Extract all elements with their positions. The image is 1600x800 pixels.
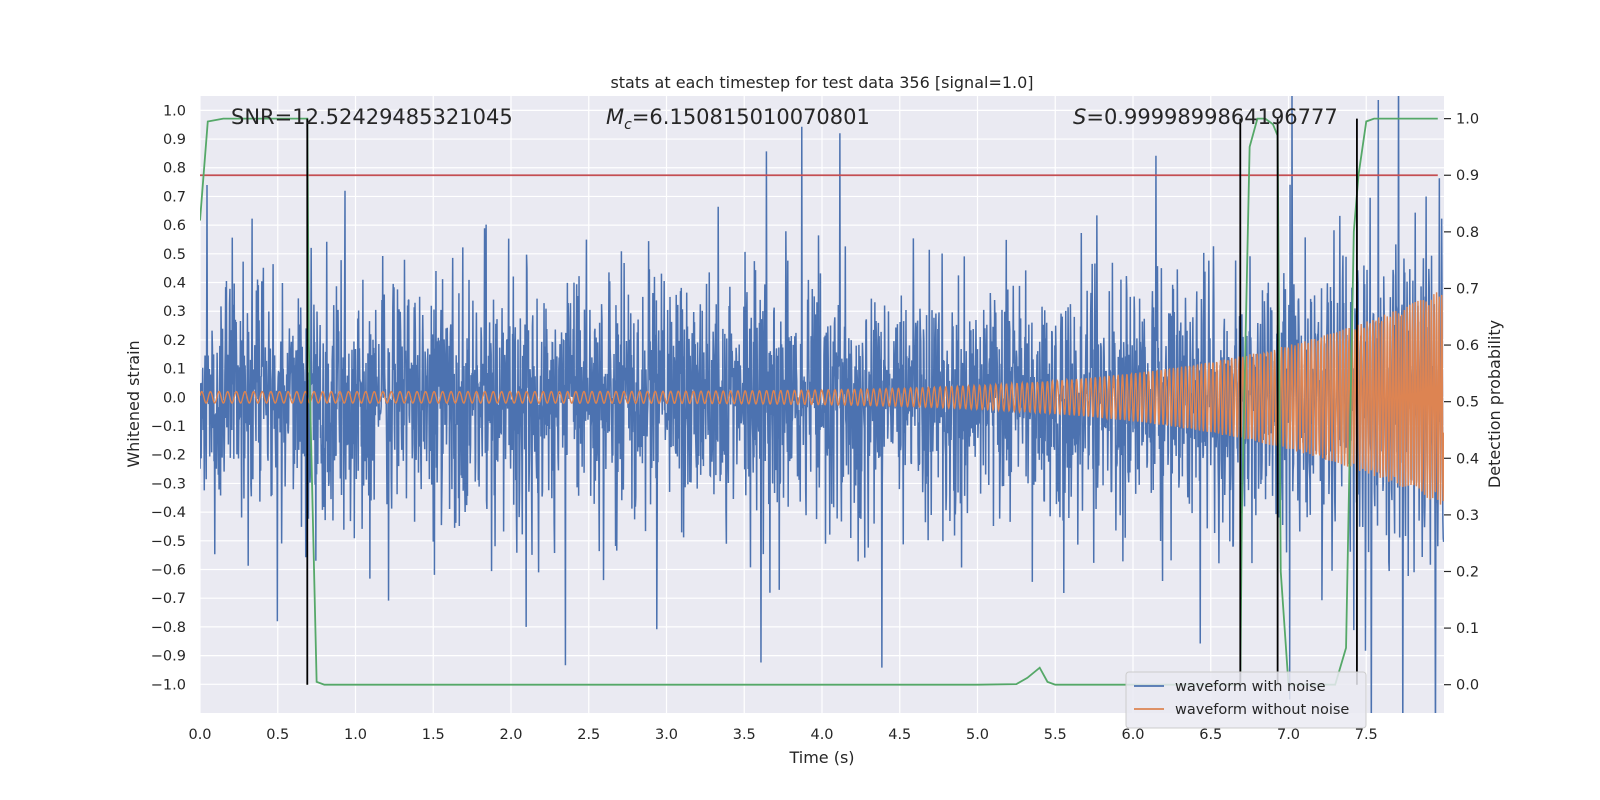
- series-waveform-with-noise: [200, 96, 1444, 713]
- y-right-tick-label: 0.8: [1456, 225, 1479, 241]
- x-tick-label: 4.5: [888, 727, 911, 743]
- legend: waveform with noise waveform without noi…: [1125, 671, 1367, 729]
- y-left-tick-label: 0.1: [163, 362, 186, 378]
- y-left-tick-label: 0.0: [163, 390, 186, 406]
- x-tick-label: 1.0: [344, 727, 367, 743]
- y-right-tick-label: 0.3: [1456, 508, 1479, 524]
- y-left-tick-label: −0.4: [151, 505, 186, 521]
- y-left-tick-label: 0.4: [163, 276, 186, 292]
- y-left-axis-ticks: 1.0 0.9 0.8 0.7 0.6 0.5 0.4 0.3 0.2 0.1 0.0 −0.1 −0.…: [151, 103, 186, 693]
- y-left-tick-label: −0.2: [151, 448, 186, 464]
- y-left-tick-label: 0.6: [163, 218, 186, 234]
- x-tick-label: 1.5: [422, 727, 445, 743]
- detection-vertical-lines: [306, 118, 1358, 685]
- y-right-tick-label: 0.1: [1456, 621, 1479, 637]
- x-tick-label: 2.5: [577, 727, 600, 743]
- annotation-chirp-mass: Mc=6.150815010070801: [606, 105, 870, 133]
- x-tick-label: 5.5: [1044, 727, 1067, 743]
- y-left-tick-label: −0.8: [151, 620, 186, 636]
- y-right-tick-label: 0.2: [1456, 564, 1479, 580]
- y-right-tick-label: 0.6: [1456, 338, 1479, 354]
- y-left-tick-label: −0.3: [151, 476, 186, 492]
- y-left-tick-label: 0.8: [163, 161, 186, 177]
- y-left-tick-label: 1.0: [163, 103, 186, 119]
- legend-label-clean: waveform without noise: [1175, 702, 1349, 718]
- y-left-tick-label: 0.2: [163, 333, 186, 349]
- series-waveform-without-noise: [200, 292, 1444, 505]
- x-tick-label: 7.5: [1355, 727, 1378, 743]
- y-left-tick-label: −0.1: [151, 419, 186, 435]
- y-left-tick-label: −0.5: [151, 534, 186, 550]
- y-left-tick-label: −1.0: [151, 677, 186, 693]
- chart-title: stats at each timestep for test data 356…: [610, 73, 1033, 92]
- x-tick-label: 2.0: [499, 727, 522, 743]
- y-left-axis-label: Whitened strain: [124, 340, 143, 467]
- y-right-tick-label: 0.5: [1456, 395, 1479, 411]
- x-tick-label: 4.0: [810, 727, 833, 743]
- x-tick-label: 0.5: [266, 727, 289, 743]
- x-tick-label: 7.0: [1277, 727, 1300, 743]
- y-left-tick-label: −0.7: [151, 591, 186, 607]
- y-left-tick-label: 0.7: [163, 189, 186, 205]
- legend-box: [1125, 671, 1367, 729]
- annotation-score: S=0.9999899864196777: [1073, 105, 1338, 129]
- y-left-tick-label: −0.6: [151, 563, 186, 579]
- x-tick-label: 0.0: [188, 727, 211, 743]
- grid-lines: [199, 96, 1444, 713]
- x-axis-label: Time (s): [788, 748, 854, 767]
- x-tick-label: 6.5: [1199, 727, 1222, 743]
- y-right-tick-label: 0.7: [1456, 281, 1479, 297]
- y-left-tick-label: 0.5: [163, 247, 186, 263]
- x-tick-label: 5.0: [966, 727, 989, 743]
- x-tick-label: 3.5: [733, 727, 756, 743]
- y-left-tick-label: −0.9: [151, 649, 186, 665]
- y-right-axis-ticks: 1.0 0.9 0.8 0.7 0.6 0.5 0.4 0.3 0.2 0.1 0.0: [1444, 112, 1479, 694]
- y-right-tick-label: 1.0: [1456, 112, 1479, 128]
- y-right-axis-label: Detection probability: [1485, 320, 1504, 488]
- x-axis-ticks: 0.0 0.5 1.0 1.5 2.0 2.5 3.0 3.5 4.0 4.5 5.0 5.5 6.0 6…: [188, 727, 1377, 743]
- annotation-snr: SNR=12.52429485321045: [231, 105, 513, 129]
- y-right-tick-label: 0.9: [1456, 168, 1479, 184]
- x-tick-label: 6.0: [1121, 727, 1144, 743]
- y-left-tick-label: 0.3: [163, 304, 186, 320]
- y-left-tick-label: 0.9: [163, 132, 186, 148]
- y-right-tick-label: 0.4: [1456, 451, 1479, 467]
- y-right-tick-label: 0.0: [1456, 678, 1479, 694]
- legend-label-noise: waveform with noise: [1175, 679, 1326, 695]
- x-tick-label: 3.0: [655, 727, 678, 743]
